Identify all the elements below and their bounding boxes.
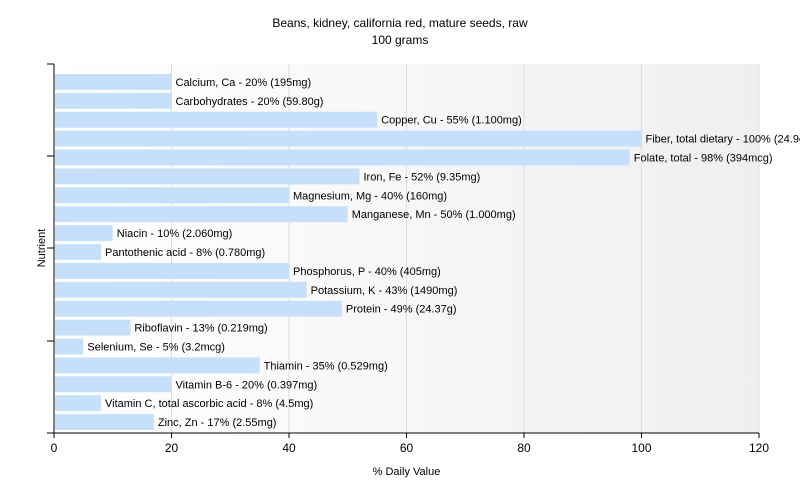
bar-label: Iron, Fe - 52% (9.35mg)	[364, 171, 481, 183]
x-tick-label: 20	[165, 441, 179, 455]
bar-label: Riboflavin - 13% (0.219mg)	[134, 323, 267, 335]
bar-label: Folate, total - 98% (394mcg)	[634, 153, 773, 165]
bar-label: Phosphorus, P - 40% (405mg)	[293, 266, 441, 278]
bar-label: Magnesium, Mg - 40% (160mg)	[293, 190, 447, 202]
bar-label: Vitamin B-6 - 20% (0.397mg)	[176, 379, 318, 391]
bar	[55, 281, 307, 298]
bar-label: Carbohydrates - 20% (59.80g)	[176, 96, 324, 108]
bar-label: Protein - 49% (24.37g)	[346, 304, 457, 316]
chart-title: Beans, kidney, california red, mature se…	[272, 16, 528, 30]
bar	[55, 187, 289, 204]
bar	[55, 376, 172, 393]
bar	[55, 149, 630, 166]
bar	[55, 206, 348, 223]
x-tick-label: 100	[631, 441, 651, 455]
bar-label: Vitamin C, total ascorbic acid - 8% (4.5…	[105, 398, 313, 410]
bar	[55, 92, 172, 109]
bar-label: Zinc, Zn - 17% (2.55mg)	[158, 417, 277, 429]
bar-label: Niacin - 10% (2.060mg)	[117, 228, 233, 240]
bar	[55, 319, 131, 336]
chart-subtitle: 100 grams	[371, 33, 429, 47]
bar-label: Calcium, Ca - 20% (195mg)	[176, 77, 312, 89]
bar-label: Manganese, Mn - 50% (1.000mg)	[352, 209, 516, 221]
bar-label: Potassium, K - 43% (1490mg)	[311, 285, 458, 297]
bar	[55, 74, 172, 90]
bar	[55, 262, 289, 279]
bar	[55, 395, 101, 412]
x-tick-label: 0	[51, 441, 58, 455]
x-tick-label: 80	[517, 441, 531, 455]
bar	[55, 225, 113, 242]
bar	[55, 300, 342, 317]
bar-label: Copper, Cu - 55% (1.100mg)	[381, 115, 522, 127]
bar	[55, 414, 154, 430]
bar-label: Fiber, total dietary - 100% (24.9g)	[646, 134, 800, 146]
bar	[55, 357, 260, 374]
x-tick-label: 120	[749, 441, 769, 455]
x-tick-label: 60	[400, 441, 414, 455]
bar	[55, 168, 360, 185]
bar-label: Selenium, Se - 5% (3.2mcg)	[87, 341, 225, 353]
bar-label: Pantothenic acid - 8% (0.780mg)	[105, 247, 265, 259]
bar	[55, 244, 101, 260]
x-tick-label: 40	[282, 441, 296, 455]
bar	[55, 130, 642, 147]
bar	[55, 338, 84, 355]
bar	[55, 111, 378, 128]
bar-label: Thiamin - 35% (0.529mg)	[264, 360, 388, 372]
x-axis-label: % Daily Value	[372, 466, 441, 478]
